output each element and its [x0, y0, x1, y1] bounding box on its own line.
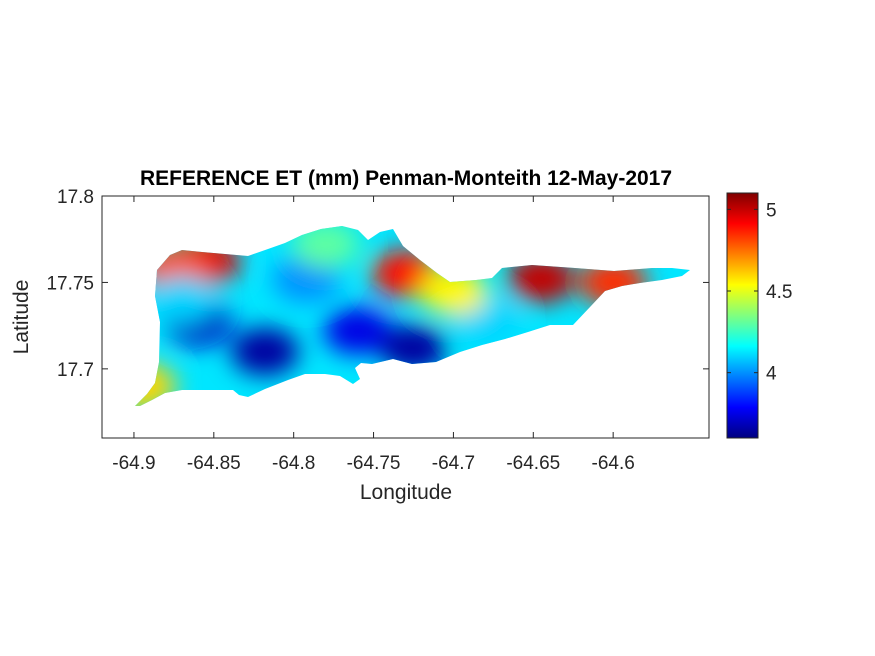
field-sample-8	[379, 324, 448, 373]
x-tick-marks: -64.9 -64.85 -64.8 -64.75 -64.7 -64.65 -64.6	[112, 196, 635, 474]
field-sample-12	[135, 362, 176, 406]
colorbar-tick-label: 5	[766, 200, 777, 221]
x-tick-label: -64.75	[347, 453, 401, 474]
x-tick-label: -64.9	[112, 453, 155, 474]
field-sample-10	[507, 254, 576, 303]
colorbar-tick-label: 4.5	[766, 282, 792, 303]
y-axis-label: Latitude	[10, 280, 33, 355]
field-sample-6	[323, 306, 392, 355]
field-sample-3	[230, 327, 299, 376]
field-sample-5	[291, 226, 360, 269]
x-tick-label: -64.7	[432, 453, 475, 474]
colorbar-tick-label: 4	[766, 364, 777, 385]
heatmap-field	[135, 226, 690, 406]
axes-frame	[101, 195, 710, 439]
x-tick-label: -64.8	[272, 453, 315, 474]
chart-title: REFERENCE ET (mm) Penman-Monteith 12-May…	[140, 167, 672, 190]
y-tick-label: 17.8	[57, 187, 94, 208]
x-axis-label: Longitude	[360, 481, 452, 504]
x-tick-label: -64.85	[187, 453, 241, 474]
y-tick-label: 17.75	[46, 273, 94, 294]
y-tick-label: 17.7	[57, 360, 94, 381]
field-sample-11	[579, 258, 648, 307]
colorbar-gradient	[726, 192, 759, 439]
x-tick-label: -64.6	[592, 453, 635, 474]
colorbar: 44.55	[726, 192, 792, 439]
colorbar-ticks: 44.55	[727, 200, 792, 385]
y-tick-marks: 17.7 17.75 17.8	[46, 187, 709, 381]
field-sample-13	[147, 275, 216, 324]
x-tick-label: -64.65	[506, 453, 560, 474]
field-sample-14	[419, 267, 488, 316]
